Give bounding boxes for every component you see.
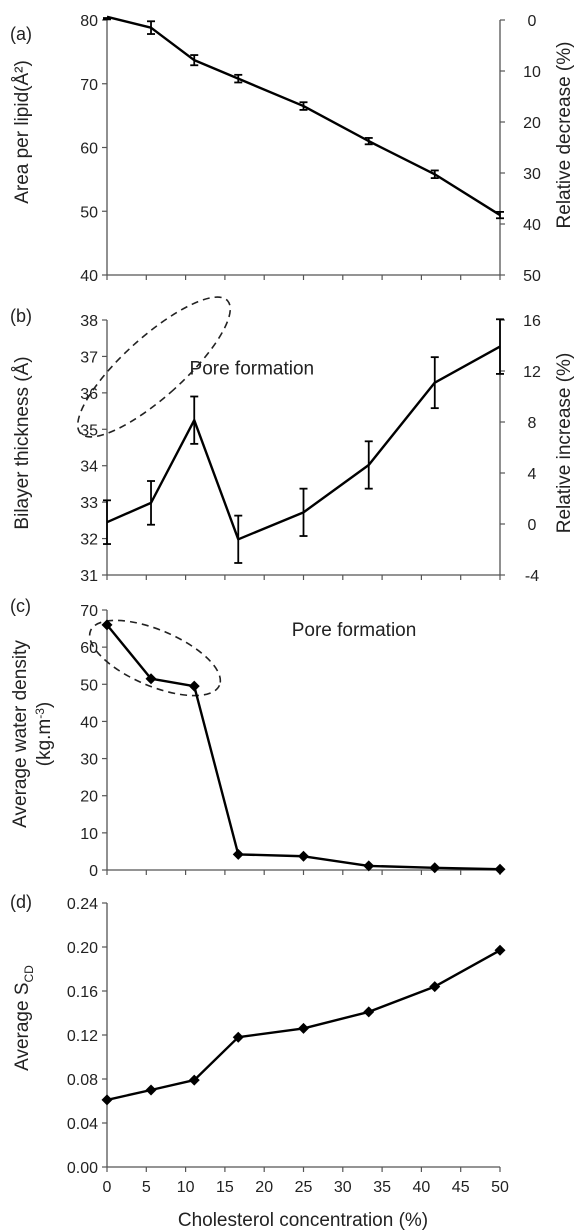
panel-d-data-point — [298, 1022, 309, 1034]
panel-c-y-tick-label: 40 — [80, 714, 98, 731]
panel-c-y-tick-label: 20 — [80, 789, 98, 806]
panel-c-y-tick-label: 50 — [80, 677, 98, 694]
panel-b-y-tick-label: 32 — [80, 532, 98, 549]
panel-a: (a) Area per lipid(Å²) Relative decrease… — [10, 13, 575, 285]
panel-c-series-line — [106, 624, 501, 871]
panel-b-y-tick-label: 34 — [80, 459, 98, 476]
panel-a-y2-tick-label: 40 — [523, 217, 541, 234]
panel-b-label: (b) — [10, 306, 32, 326]
panel-b-annotation: Pore formation — [190, 359, 315, 380]
panel-b-series-line — [106, 345, 501, 541]
panel-c-data-point — [494, 863, 506, 875]
panel-d-data-point — [494, 944, 506, 956]
panel-d-y-tick-label: 0.04 — [67, 1116, 98, 1133]
panel-d-x-tick-label: 5 — [142, 1179, 151, 1196]
panel-a-label: (a) — [10, 24, 32, 44]
panel-c-data-point — [363, 860, 375, 872]
panel-b-y2-tick-label: 8 — [528, 415, 537, 432]
panel-d-data-point — [363, 1006, 375, 1018]
panel-d-x-tick-label: 45 — [452, 1179, 470, 1196]
panel-d-data-point — [101, 1094, 113, 1106]
panel-d-data-point — [232, 1031, 244, 1043]
panel-d-y-tick-label: 0.12 — [67, 1028, 98, 1045]
panel-b-y2-tick-label: 16 — [523, 313, 541, 330]
panel-d-data-point — [145, 1084, 157, 1096]
panel-a-y2-axis-title: Relative decrease (%) — [554, 42, 575, 229]
panel-b-y-tick-label: 31 — [80, 568, 98, 585]
panel-b-y-tick-label: 35 — [80, 422, 98, 439]
panel-a-y2-tick-label: 20 — [523, 115, 541, 132]
panel-d-y-axis-title-sub: CD — [22, 965, 36, 983]
panel-b-y-tick-label: 38 — [80, 313, 98, 330]
panel-d: (d) Average SCD Cholesterol concentratio… — [10, 892, 509, 1231]
panel-a-y2-tick-label: 30 — [523, 166, 541, 183]
panel-c: (c) Average water density (kg.m-3) 0 10 20… — [10, 596, 506, 880]
panel-c-y-axis-title: Average water density — [10, 640, 31, 828]
panel-b-y2-tick-label: 12 — [523, 364, 541, 381]
panel-b-y-tick-label: 33 — [80, 495, 98, 512]
panel-a-y2-tick-label: 10 — [523, 64, 541, 81]
panel-d-data-point — [429, 981, 441, 993]
panel-a-y2-tick-label: 0 — [528, 13, 537, 30]
panel-a-series-line — [106, 15, 501, 217]
panel-c-y-tick-label: 30 — [80, 752, 98, 769]
panel-d-y-axis-title-main: Average S — [12, 982, 33, 1070]
panel-b-y-tick-label: 37 — [80, 349, 98, 366]
panel-c-data-point — [145, 673, 157, 685]
panel-d-x-tick-label: 30 — [334, 1179, 352, 1196]
panel-a-y-axis-title: Area per lipid(Å²) — [12, 60, 33, 204]
panel-d-y-axis-title: Average SCD — [12, 965, 36, 1071]
panel-a-y-tick-label: 40 — [80, 268, 98, 285]
panel-b-y2-axis-title: Relative increase (%) — [554, 353, 575, 534]
panel-c-y-units-superscript: -3 — [33, 708, 47, 719]
panel-d-data-point — [188, 1074, 200, 1086]
panel-c-y-tick-label: 60 — [80, 640, 98, 657]
panel-c-data-point — [188, 680, 200, 692]
panel-a-y-tick-label: 60 — [80, 141, 98, 158]
panel-c-data-point — [429, 862, 441, 874]
panel-d-x-tick-label: 10 — [177, 1179, 195, 1196]
panel-b-pore-ellipse — [76, 296, 232, 438]
panel-d-y-tick-label: 0.08 — [67, 1072, 98, 1089]
panel-b-y-axis-title: Bilayer thickness (Å) — [12, 356, 33, 529]
panel-b-y2-tick-label: 0 — [528, 517, 537, 534]
panel-d-x-tick-label: 25 — [295, 1179, 313, 1196]
panel-b-y2-tick-label: 4 — [528, 466, 537, 483]
panel-d-y-tick-label: 0.20 — [67, 940, 98, 957]
panel-a-y-tick-label: 80 — [80, 13, 98, 30]
panel-d-x-tick-label: 20 — [255, 1179, 273, 1196]
x-axis-title: Cholesterol concentration (%) — [178, 1210, 428, 1231]
panel-d-x-tick-label: 15 — [216, 1179, 234, 1196]
panel-d-x-tick-label: 35 — [373, 1179, 391, 1196]
panel-d-y-tick-label: 0.00 — [67, 1160, 98, 1177]
panel-c-data-point — [232, 848, 244, 860]
panel-c-y-tick-label: 0 — [89, 863, 98, 880]
panel-c-pore-ellipse — [88, 619, 222, 697]
panel-d-y-tick-label: 0.24 — [67, 896, 98, 913]
panel-c-data-point — [101, 619, 113, 631]
panel-c-annotation: Pore formation — [292, 620, 417, 641]
panel-c-label: (c) — [10, 596, 31, 616]
panel-d-x-tick-label: 0 — [103, 1179, 112, 1196]
panel-d-label: (d) — [10, 892, 32, 912]
panel-b-y2-tick-label: -4 — [525, 568, 539, 585]
panel-a-y-tick-label: 50 — [80, 204, 98, 221]
panel-d-x-tick-label: 50 — [491, 1179, 509, 1196]
panel-b: (b) Bilayer thickness (Å) Relative incre… — [10, 296, 575, 585]
panel-c-y-tick-label: 70 — [80, 603, 98, 620]
panel-a-y-tick-label: 70 — [80, 77, 98, 94]
panel-a-y2-tick-label: 50 — [523, 268, 541, 285]
panel-d-y-tick-label: 0.16 — [67, 984, 98, 1001]
panel-c-data-point — [298, 850, 309, 862]
panel-d-series-line — [106, 949, 501, 1102]
panel-b-y-tick-label: 36 — [80, 386, 98, 403]
panel-c-y-axis-units: (kg.m-3) — [33, 702, 55, 767]
panel-c-y-tick-label: 10 — [80, 826, 98, 843]
panel-d-x-tick-label: 40 — [413, 1179, 431, 1196]
